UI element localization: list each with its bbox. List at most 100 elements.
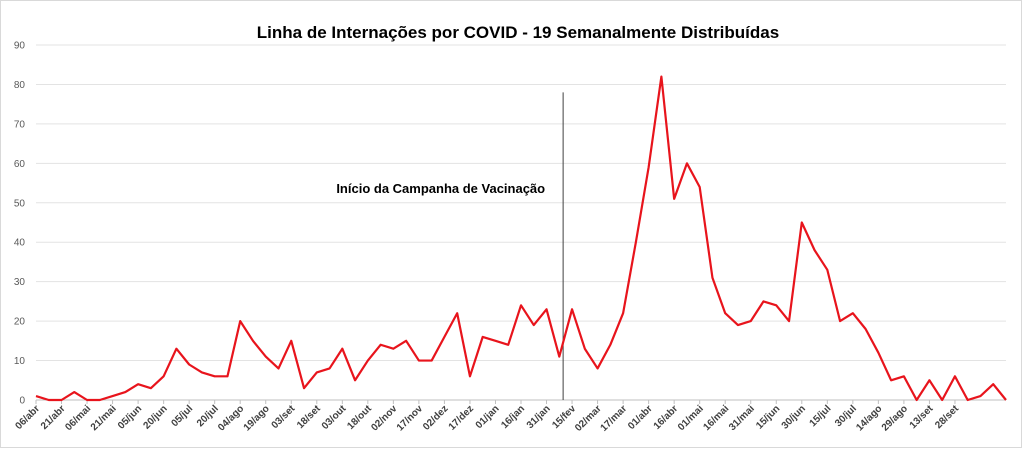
gridlines bbox=[36, 44, 1006, 401]
data-point bbox=[635, 241, 637, 243]
data-point bbox=[150, 387, 152, 389]
x-tick-label: 28/set bbox=[933, 403, 961, 431]
data-point bbox=[124, 391, 126, 393]
x-tick-label: 29/ago bbox=[880, 403, 910, 433]
data-point bbox=[865, 328, 867, 330]
x-tick-label: 05/jul bbox=[169, 403, 195, 429]
data-point bbox=[992, 383, 994, 385]
data-point bbox=[826, 269, 828, 271]
data-point bbox=[941, 399, 943, 401]
x-tick-label: 17/nov bbox=[395, 403, 425, 433]
data-point bbox=[954, 375, 956, 377]
data-point bbox=[546, 308, 548, 310]
y-tick-label: 0 bbox=[19, 396, 25, 407]
data-point bbox=[341, 348, 343, 350]
data-point bbox=[737, 324, 739, 326]
x-tick-label: 05/jun bbox=[116, 403, 144, 431]
data-point bbox=[814, 249, 816, 251]
data-point bbox=[877, 352, 879, 354]
data-point bbox=[571, 308, 573, 310]
data-point bbox=[316, 371, 318, 373]
data-point bbox=[724, 312, 726, 314]
chart-title: Linha de Internações por COVID - 19 Sema… bbox=[257, 23, 779, 42]
data-point bbox=[405, 340, 407, 342]
y-tick-label: 30 bbox=[14, 277, 26, 288]
data-point bbox=[890, 379, 892, 381]
series-line bbox=[35, 75, 1007, 402]
y-axis: 0 10 20 30 40 50 60 70 80 90 bbox=[14, 41, 26, 407]
data-point bbox=[137, 383, 139, 385]
data-point bbox=[673, 198, 675, 200]
x-tick-label: 30/jun bbox=[780, 403, 808, 431]
data-point bbox=[839, 320, 841, 322]
data-point bbox=[648, 166, 650, 168]
data-point bbox=[278, 367, 280, 369]
x-tick-label: 21/abr bbox=[39, 403, 68, 432]
data-point bbox=[584, 348, 586, 350]
data-point bbox=[252, 340, 254, 342]
x-tick-label: 16/mai bbox=[702, 403, 732, 433]
data-point bbox=[329, 367, 331, 369]
x-tick-label: 15/jun bbox=[754, 403, 782, 431]
data-point bbox=[354, 379, 356, 381]
y-tick-label: 40 bbox=[14, 238, 26, 249]
data-point bbox=[788, 320, 790, 322]
y-tick-label: 20 bbox=[14, 317, 26, 328]
data-point bbox=[456, 312, 458, 314]
data-point bbox=[928, 379, 930, 381]
data-point bbox=[303, 387, 305, 389]
data-point bbox=[61, 399, 63, 401]
x-tick-label: 13/set bbox=[908, 403, 936, 431]
data-point bbox=[520, 304, 522, 306]
data-point bbox=[775, 304, 777, 306]
x-tick-label: 03/out bbox=[320, 403, 349, 432]
x-tick-label: 31/jan bbox=[525, 403, 553, 431]
data-point bbox=[392, 348, 394, 350]
data-point bbox=[86, 399, 88, 401]
vaccination-annotation: Início da Campanha de Vacinação bbox=[336, 181, 545, 196]
x-tick-label: 02/dez bbox=[421, 403, 450, 432]
data-point bbox=[558, 356, 560, 358]
x-tick-label: 17/dez bbox=[447, 403, 476, 432]
x-tick-label: 21/mai bbox=[89, 403, 119, 433]
data-point bbox=[226, 375, 228, 377]
data-point bbox=[48, 399, 50, 401]
data-point bbox=[443, 336, 445, 338]
x-tick-label: 14/ago bbox=[854, 403, 884, 433]
x-tick-label: 20/jun bbox=[142, 403, 170, 431]
data-point bbox=[686, 162, 688, 164]
data-point bbox=[99, 399, 101, 401]
data-point bbox=[1005, 399, 1007, 401]
y-tick-label: 80 bbox=[14, 80, 26, 91]
data-point bbox=[73, 391, 75, 393]
data-point bbox=[290, 340, 292, 342]
data-point bbox=[469, 375, 471, 377]
x-tick-label: 01/abr bbox=[626, 403, 655, 432]
data-point bbox=[622, 312, 624, 314]
data-point bbox=[916, 399, 918, 401]
data-point bbox=[979, 395, 981, 397]
data-point bbox=[380, 344, 382, 346]
data-point bbox=[801, 222, 803, 224]
data-point bbox=[163, 375, 165, 377]
x-tick-label: 01/mai bbox=[676, 403, 706, 433]
data-point bbox=[711, 277, 713, 279]
data-point bbox=[763, 300, 765, 302]
data-point bbox=[597, 367, 599, 369]
data-point bbox=[852, 312, 854, 314]
x-tick-label: 19/ago bbox=[242, 403, 272, 433]
y-tick-label: 60 bbox=[14, 159, 26, 170]
x-tick-label: 18/set bbox=[295, 403, 323, 431]
data-point bbox=[175, 348, 177, 350]
x-tick-label: 15/jul bbox=[808, 403, 834, 429]
data-point bbox=[201, 371, 203, 373]
data-point bbox=[494, 340, 496, 342]
series-layer bbox=[35, 75, 1007, 402]
x-tick-label: 31/mai bbox=[727, 403, 757, 433]
data-point bbox=[214, 375, 216, 377]
data-point bbox=[699, 186, 701, 188]
data-point bbox=[660, 76, 662, 78]
